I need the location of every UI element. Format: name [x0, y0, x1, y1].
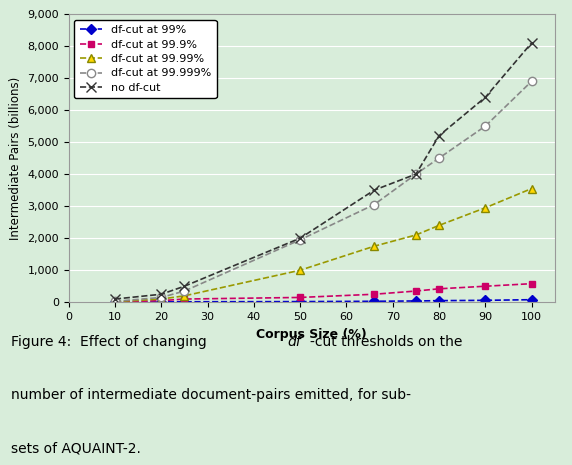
- no df-cut: [529, 40, 535, 46]
- df-cut at 99.99%: [412, 232, 419, 238]
- df-cut at 99.9%: [436, 286, 443, 292]
- df-cut at 99.999%: [436, 155, 443, 161]
- df-cut at 99%: [112, 299, 118, 305]
- df-cut at 99.99%: [158, 296, 165, 302]
- Line: df-cut at 99.9%: df-cut at 99.9%: [112, 280, 535, 306]
- df-cut at 99.999%: [482, 123, 489, 129]
- df-cut at 99.99%: [529, 186, 535, 191]
- Text: df: df: [287, 335, 301, 349]
- df-cut at 99%: [482, 298, 489, 303]
- df-cut at 99.999%: [297, 237, 304, 243]
- no df-cut: [181, 284, 188, 289]
- df-cut at 99%: [529, 297, 535, 302]
- no df-cut: [297, 235, 304, 241]
- df-cut at 99.9%: [112, 299, 118, 305]
- df-cut at 99.999%: [158, 295, 165, 300]
- Text: -cut thresholds on the: -cut thresholds on the: [309, 335, 462, 349]
- Line: df-cut at 99.999%: df-cut at 99.999%: [111, 77, 536, 306]
- no df-cut: [371, 187, 378, 193]
- df-cut at 99.99%: [436, 223, 443, 228]
- no df-cut: [436, 133, 443, 139]
- df-cut at 99%: [181, 299, 188, 305]
- df-cut at 99%: [297, 299, 304, 305]
- Line: no df-cut: no df-cut: [110, 38, 537, 304]
- no df-cut: [158, 292, 165, 297]
- df-cut at 99%: [436, 298, 443, 304]
- df-cut at 99.99%: [112, 299, 118, 305]
- Line: df-cut at 99%: df-cut at 99%: [112, 296, 535, 306]
- df-cut at 99.9%: [297, 295, 304, 300]
- df-cut at 99.99%: [297, 267, 304, 273]
- df-cut at 99.999%: [181, 288, 188, 294]
- df-cut at 99.9%: [158, 298, 165, 304]
- Text: Figure 4:  Effect of changing: Figure 4: Effect of changing: [11, 335, 212, 349]
- no df-cut: [412, 171, 419, 177]
- no df-cut: [482, 94, 489, 100]
- X-axis label: Corpus Size (%): Corpus Size (%): [256, 327, 367, 340]
- no df-cut: [112, 296, 118, 302]
- df-cut at 99%: [371, 299, 378, 304]
- df-cut at 99.999%: [112, 299, 118, 304]
- df-cut at 99.99%: [181, 293, 188, 299]
- Y-axis label: Intermediate Pairs (billions): Intermediate Pairs (billions): [9, 76, 22, 240]
- Text: sets of AQUAINT-2.: sets of AQUAINT-2.: [11, 442, 141, 456]
- Legend: df-cut at 99%, df-cut at 99.9%, df-cut at 99.99%, df-cut at 99.999%, no df-cut: df-cut at 99%, df-cut at 99.9%, df-cut a…: [74, 20, 217, 99]
- df-cut at 99.99%: [482, 205, 489, 211]
- Text: number of intermediate document-pairs emitted, for sub-: number of intermediate document-pairs em…: [11, 388, 411, 402]
- df-cut at 99.9%: [412, 288, 419, 294]
- df-cut at 99.999%: [371, 202, 378, 207]
- df-cut at 99.9%: [482, 284, 489, 289]
- df-cut at 99.9%: [371, 292, 378, 297]
- Line: df-cut at 99.99%: df-cut at 99.99%: [111, 184, 536, 306]
- df-cut at 99.999%: [529, 79, 535, 84]
- df-cut at 99.999%: [412, 171, 419, 177]
- df-cut at 99.9%: [529, 281, 535, 286]
- df-cut at 99%: [412, 298, 419, 304]
- df-cut at 99.9%: [181, 296, 188, 302]
- df-cut at 99.99%: [371, 243, 378, 249]
- df-cut at 99%: [158, 299, 165, 305]
